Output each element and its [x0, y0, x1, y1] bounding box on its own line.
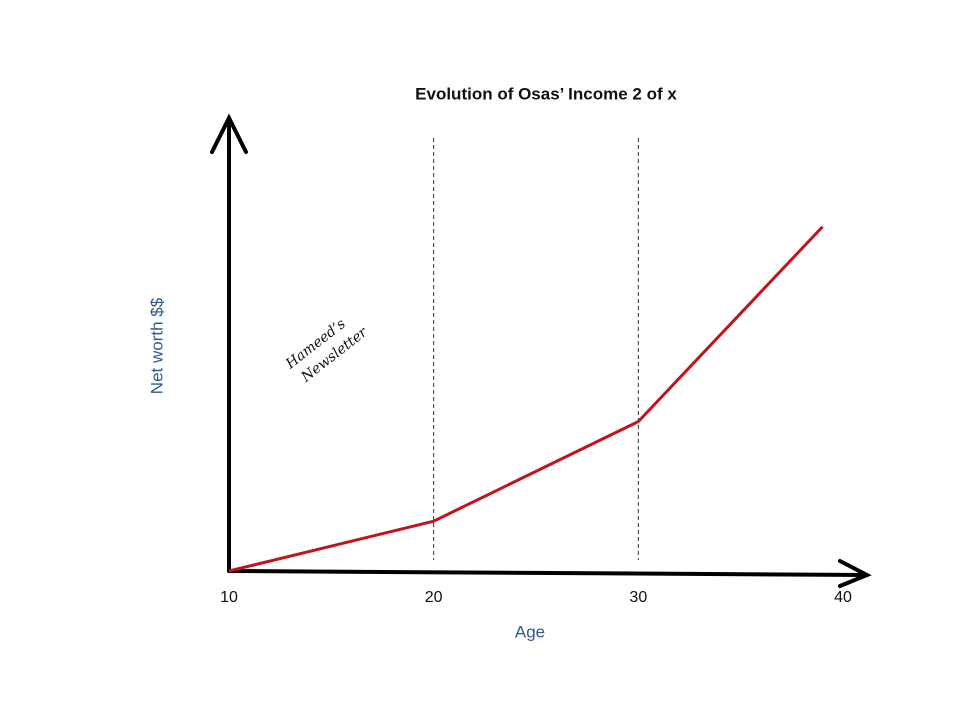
- y-arrow: [210, 113, 248, 154]
- axes: [210, 113, 872, 588]
- x-tick-label: 20: [425, 589, 443, 606]
- x-tick-label: 40: [834, 589, 852, 606]
- chart-title: Evolution of Osas’ Income 2 of x: [415, 84, 677, 103]
- x-arrow: [838, 559, 872, 588]
- data-line: [228, 225, 824, 573]
- x-axis-label: Age: [515, 622, 545, 641]
- x-tick-label: 30: [629, 589, 647, 606]
- annotation: Hameed’s Newsletter: [282, 316, 371, 386]
- y-axis-label: Net worth $$: [147, 297, 166, 394]
- x-tick-label: 10: [220, 589, 238, 606]
- x-axis: [227, 569, 869, 577]
